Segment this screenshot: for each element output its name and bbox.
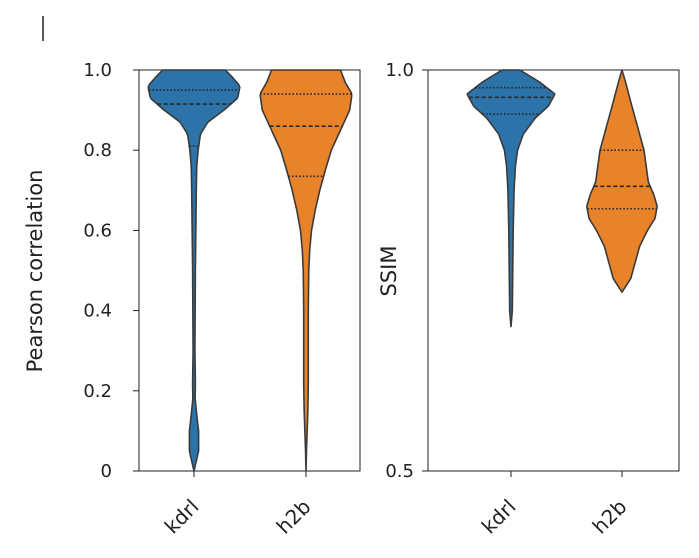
x-category-label: h2b	[272, 495, 316, 539]
y-axis-label: SSIM	[377, 246, 401, 297]
y-tick-label: 1.0	[83, 60, 112, 81]
violin-body-kdrl	[147, 69, 241, 472]
axes-frame	[138, 69, 361, 472]
x-category-label: kdrl	[477, 495, 521, 539]
ssim-panel: 1.0 0.5 SSIM kdrl h2b	[377, 60, 680, 539]
y-tick-label: 0.4	[83, 301, 112, 322]
x-category-label: kdrl	[160, 495, 204, 539]
y-tick-label: 0	[101, 461, 112, 482]
violin-body-h2b	[259, 69, 353, 472]
y-tick-label: 0.6	[83, 220, 112, 241]
x-category-label: h2b	[588, 495, 632, 539]
y-tick-label: 0.2	[83, 381, 112, 402]
violin-body-kdrl	[466, 69, 556, 328]
axes-frame	[427, 69, 680, 472]
y-axis-label: Pearson correlation	[23, 170, 47, 373]
y-tick-label: 0.5	[385, 461, 414, 482]
y-tick-label: 1.0	[385, 60, 414, 81]
pearson-panel: 1.0 0.8 0.6 0.4 0.2 0 Pearson correlation kdrl h…	[23, 60, 361, 539]
y-tick-label: 0.8	[83, 140, 112, 161]
violin-body-h2b	[586, 69, 658, 293]
